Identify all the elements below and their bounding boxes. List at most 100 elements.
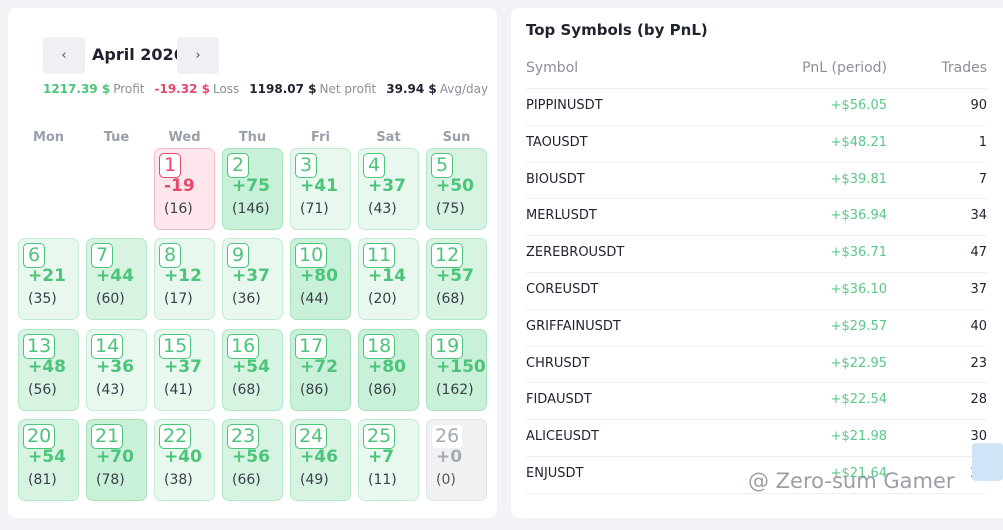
trades: 90 <box>970 98 987 113</box>
pnl: +$21.64 <box>830 466 887 481</box>
day-number: 23 <box>227 424 260 449</box>
day-pnl: +48 <box>28 357 66 377</box>
table-row: PIPPINUSDT +$56.05 90 <box>526 88 987 125</box>
day-number: 3 <box>295 153 317 178</box>
day-pnl: +36 <box>96 357 134 377</box>
day-pnl: +37 <box>164 357 202 377</box>
pnl: +$36.71 <box>830 245 887 261</box>
day-cell[interactable]: 5 +50 (75) <box>426 148 487 230</box>
day-cell[interactable]: 14 +36 (43) <box>86 329 147 411</box>
day-trades: (11) <box>368 472 397 488</box>
day-number: 24 <box>295 424 328 449</box>
weekday-label: Thu <box>238 130 267 145</box>
weekday-label: Sun <box>442 130 471 145</box>
day-pnl: +54 <box>232 357 270 377</box>
table-row: BIOUSDT +$39.81 7 <box>526 161 987 199</box>
day-cell[interactable]: 18 +80 (86) <box>358 329 419 411</box>
day-cell[interactable]: 7 +44 (60) <box>86 238 147 320</box>
day-pnl: +7 <box>368 447 395 467</box>
day-cell[interactable]: 2 +75 (146) <box>222 148 283 230</box>
symbol: ZEREBROUSDT <box>526 245 625 261</box>
symbol: PIPPINUSDT <box>526 98 603 113</box>
day-cell[interactable]: 20 +54 (81) <box>18 419 79 501</box>
day-cell[interactable]: 25 +7 (11) <box>358 419 419 501</box>
symbol: COREUSDT <box>526 282 599 297</box>
day-cell[interactable]: 11 +14 (20) <box>358 238 419 320</box>
day-pnl: +41 <box>300 176 338 196</box>
day-cell[interactable]: 9 +37 (36) <box>222 238 283 320</box>
day-trades: (20) <box>368 291 397 307</box>
day-cell[interactable]: 17 +72 (86) <box>290 329 351 411</box>
day-trades: (66) <box>232 472 261 488</box>
summary-label: Avg/day <box>439 82 489 96</box>
pnl: +$36.10 <box>830 282 887 297</box>
day-cell[interactable]: 21 +70 (78) <box>86 419 147 501</box>
day-cell[interactable]: 1 -19 (16) <box>154 148 215 230</box>
trades: 23 <box>970 355 987 371</box>
day-cell[interactable]: 19 +150 (162) <box>426 329 487 411</box>
day-cell[interactable]: 15 +37 (41) <box>154 329 215 411</box>
pnl: +$21.98 <box>830 429 887 445</box>
day-trades: (146) <box>232 201 270 217</box>
day-trades: (86) <box>368 382 397 398</box>
day-pnl: +50 <box>436 176 474 196</box>
table-row: ZEREBROUSDT +$36.71 47 <box>526 235 987 272</box>
day-pnl: +14 <box>368 266 406 286</box>
day-pnl: +21 <box>28 266 66 286</box>
day-cell[interactable]: 23 +56 (66) <box>222 419 283 501</box>
pnl: +$22.54 <box>830 392 887 408</box>
day-trades: (56) <box>28 382 57 398</box>
day-pnl: +56 <box>232 447 270 467</box>
day-trades: (36) <box>232 291 261 307</box>
day-trades: (81) <box>28 472 57 488</box>
day-cell[interactable]: 22 +40 (38) <box>154 419 215 501</box>
day-trades: (60) <box>96 291 125 307</box>
day-trades: (49) <box>300 472 329 488</box>
table-row <box>526 492 987 530</box>
day-cell[interactable]: 8 +12 (17) <box>154 238 215 320</box>
pnl: +$22.95 <box>830 355 887 371</box>
day-number: 18 <box>363 334 396 359</box>
symbol: BIOUSDT <box>526 171 585 187</box>
day-number: 21 <box>91 424 124 449</box>
symbol: FIDAUSDT <box>526 392 592 408</box>
day-cell[interactable]: 12 +57 (68) <box>426 238 487 320</box>
symbol: MERLUSDT <box>526 208 597 224</box>
day-pnl: +150 <box>436 357 486 377</box>
trades: 30 <box>970 429 987 445</box>
day-cell[interactable]: 6 +21 (35) <box>18 238 79 320</box>
summary-label: Net profit <box>319 82 377 96</box>
day-number: 9 <box>227 243 249 268</box>
day-cell[interactable]: 26 +0 (0) <box>426 419 487 501</box>
day-number: 13 <box>23 334 56 359</box>
pnl: +$39.81 <box>830 171 887 187</box>
summary-label: Profit <box>113 82 145 96</box>
day-number: 25 <box>363 424 396 449</box>
day-pnl: +46 <box>300 447 338 467</box>
watermark: @ Zero-sum Gamer <box>748 469 955 493</box>
table-row: GRIFFAINUSDT +$29.57 40 <box>526 308 987 346</box>
day-trades: (16) <box>164 201 193 217</box>
day-trades: (68) <box>232 382 261 398</box>
day-cell[interactable]: 3 +41 (71) <box>290 148 351 230</box>
day-cell[interactable]: 16 +54 (68) <box>222 329 283 411</box>
symbol: CHRUSDT <box>526 355 590 371</box>
day-cell[interactable]: 24 +46 (49) <box>290 419 351 501</box>
day-pnl: +57 <box>436 266 474 286</box>
day-number: 2 <box>227 153 249 178</box>
day-trades: (43) <box>96 382 125 398</box>
prev-month-button[interactable]: ‹ <box>43 37 85 74</box>
table-title: Top Symbols (by PnL) <box>526 21 708 39</box>
scroll-top-button[interactable] <box>972 443 1003 481</box>
pnl: +$48.21 <box>830 134 887 150</box>
day-cell[interactable]: 13 +48 (56) <box>18 329 79 411</box>
day-cell[interactable]: 10 +80 (44) <box>290 238 351 320</box>
day-pnl: +70 <box>96 447 134 467</box>
summary-value: 1198.07 $ <box>249 82 317 96</box>
day-number: 7 <box>91 243 113 268</box>
day-trades: (71) <box>300 201 329 217</box>
day-pnl: +37 <box>368 176 406 196</box>
next-month-button[interactable]: › <box>177 37 219 74</box>
day-number: 11 <box>363 243 396 268</box>
day-cell[interactable]: 4 +37 (43) <box>358 148 419 230</box>
